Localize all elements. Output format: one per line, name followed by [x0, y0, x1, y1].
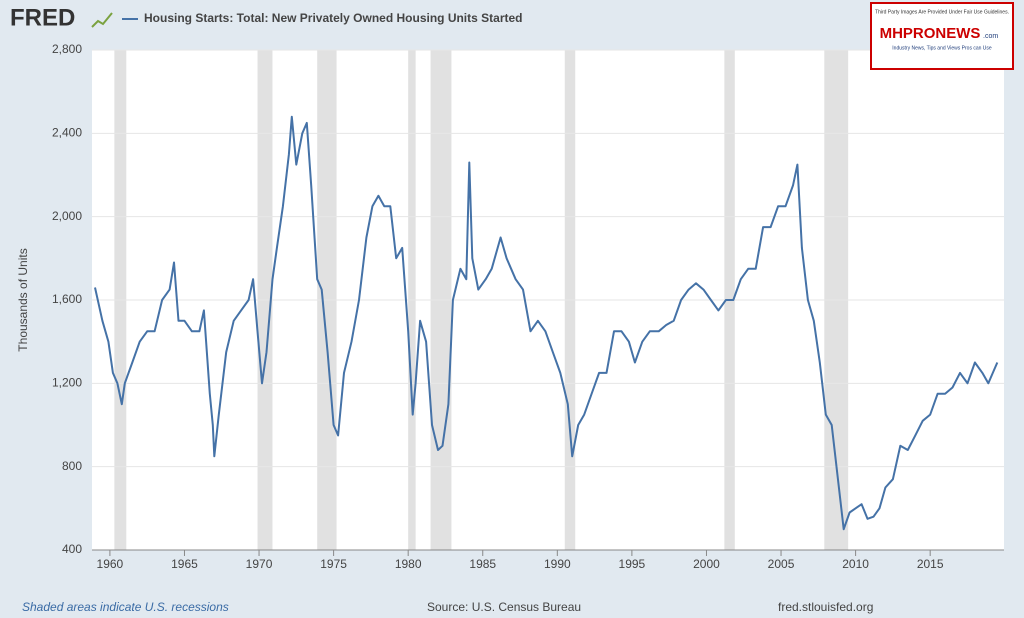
x-tick-label: 1995 [619, 557, 646, 571]
y-tick-label: 400 [62, 542, 82, 556]
x-tick-label: 2000 [693, 557, 720, 571]
recession-note: Shaded areas indicate U.S. recessions [22, 600, 229, 614]
y-tick-label: 1,200 [52, 376, 82, 390]
y-axis-label: Thousands of Units [16, 248, 30, 351]
watermark-top: Third Party Images Are Provided Under Fa… [875, 9, 1009, 15]
y-tick-label: 1,600 [52, 292, 82, 306]
x-tick-label: 1965 [171, 557, 198, 571]
watermark-box [870, 2, 1014, 70]
y-tick-label: 2,400 [52, 126, 82, 140]
logo-icon [91, 12, 113, 28]
plot-layer [92, 49, 1004, 556]
legend-label: Housing Starts: Total: New Privately Own… [144, 11, 523, 25]
logo: FRED [10, 4, 75, 31]
y-tick-label: 2,800 [52, 42, 82, 56]
site: fred.stlouisfed.org [778, 600, 873, 614]
watermark-tagline: Industry News, Tips and Views Pros can U… [892, 45, 992, 51]
source: Source: U.S. Census Bureau [427, 600, 581, 614]
x-tick-label: 1980 [395, 557, 422, 571]
series-line [94, 115, 999, 531]
y-tick-label: 2,000 [52, 209, 82, 223]
x-tick-label: 1975 [320, 557, 347, 571]
x-tick-label: 2005 [768, 557, 795, 571]
x-tick-label: 1990 [544, 557, 571, 571]
x-tick-label: 1985 [469, 557, 496, 571]
x-tick-label: 2010 [842, 557, 869, 571]
x-tick-label: 1960 [97, 557, 124, 571]
x-tick-label: 2015 [917, 557, 944, 571]
y-tick-label: 800 [62, 459, 82, 473]
x-tick-label: 1970 [246, 557, 273, 571]
watermark: Third Party Images Are Provided Under Fa… [870, 2, 1014, 70]
watermark-brand: MHPRONEWS [880, 25, 981, 42]
watermark-domain: .com [983, 33, 998, 40]
